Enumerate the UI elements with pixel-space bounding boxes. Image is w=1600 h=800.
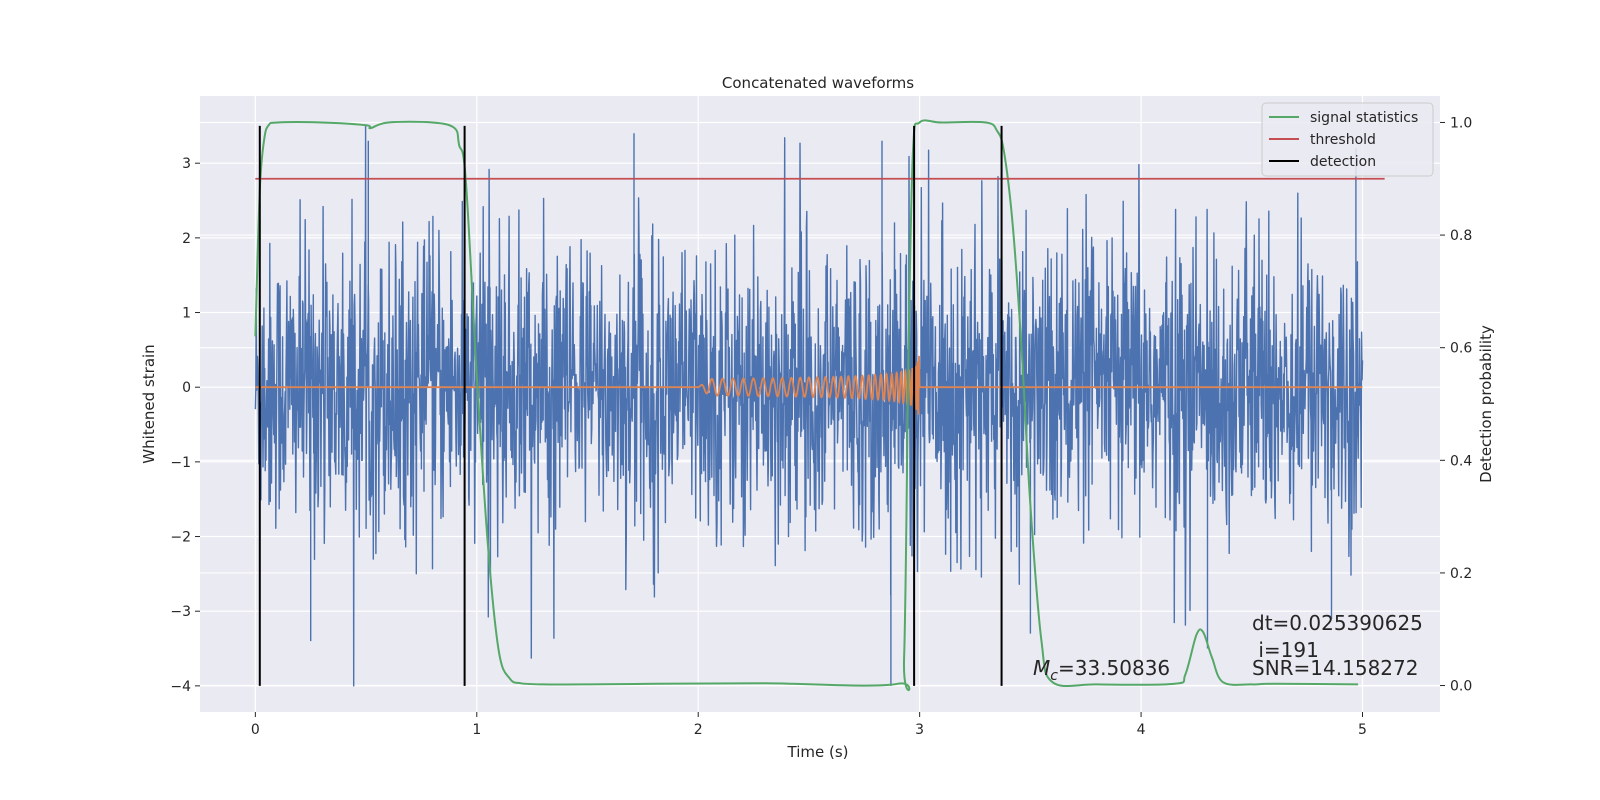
y2-tick-label-0: 0.0: [1450, 679, 1472, 695]
axes: 0 1 2 3 4 5 −4 −3 −2 −1 0 1 2 3 0.0 0.2 0.4 0.6 0.8 1.0: [170, 115, 1472, 738]
legend-label-1: threshold: [1310, 132, 1376, 148]
y-tick-label-5: 1: [182, 306, 191, 322]
y2-tick-label-2: 0.4: [1450, 453, 1472, 469]
template-path: [255, 355, 1363, 415]
legend-box: [1261, 102, 1434, 177]
y2-tick-label-3: 0.6: [1450, 341, 1472, 357]
mc-value: =33.50836: [1058, 656, 1170, 680]
y-tick-label-1: −3: [170, 604, 191, 620]
dt-annotation: dt=0.025390625: [1252, 611, 1423, 635]
chirp-mass-annotation: Mc=33.50836: [1033, 656, 1170, 684]
template-series: [255, 355, 1363, 415]
x-tick-label-5: 5: [1358, 722, 1367, 738]
mc-subscript: c: [1050, 668, 1058, 684]
y-tick-label-7: 3: [182, 156, 191, 172]
mc-symbol: M: [1033, 656, 1050, 680]
y2-tick-label-5: 1.0: [1450, 115, 1472, 131]
legend-label-0: signal statistics: [1310, 110, 1418, 126]
x-tick-label-3: 3: [915, 722, 924, 738]
y2-tick-label-1: 0.2: [1450, 566, 1472, 582]
y2-tick-label-4: 0.8: [1450, 228, 1472, 244]
chart-title: Concatenated waveforms: [722, 74, 914, 92]
snr-annotation: SNR=14.158272: [1252, 656, 1418, 680]
legend-label-2: detection: [1310, 154, 1376, 170]
x-tick-label-2: 2: [694, 722, 703, 738]
y-tick-label-4: 0: [182, 380, 191, 396]
signal-statistics-layer: [254, 119, 1385, 692]
x-axis-label: Time (s): [787, 743, 849, 761]
index-annotation: i=191: [1252, 638, 1319, 662]
y-axis-label: Whitened strain: [140, 344, 158, 463]
x-tick-label-4: 4: [1137, 722, 1146, 738]
y-tick-label-2: −2: [170, 530, 191, 546]
x-tick-label-1: 1: [472, 722, 481, 738]
x-tick-label-0: 0: [251, 722, 260, 738]
y-tick-label-3: −1: [170, 455, 191, 471]
y-tick-label-0: −4: [170, 679, 191, 695]
y-tick-label-6: 2: [182, 231, 191, 247]
y2-axis-label: Detection probability: [1477, 325, 1495, 483]
legend: signal statistics threshold detection: [1261, 102, 1434, 177]
detection-lines: [258, 125, 1003, 686]
signal-statistics-line: [254, 119, 1359, 692]
